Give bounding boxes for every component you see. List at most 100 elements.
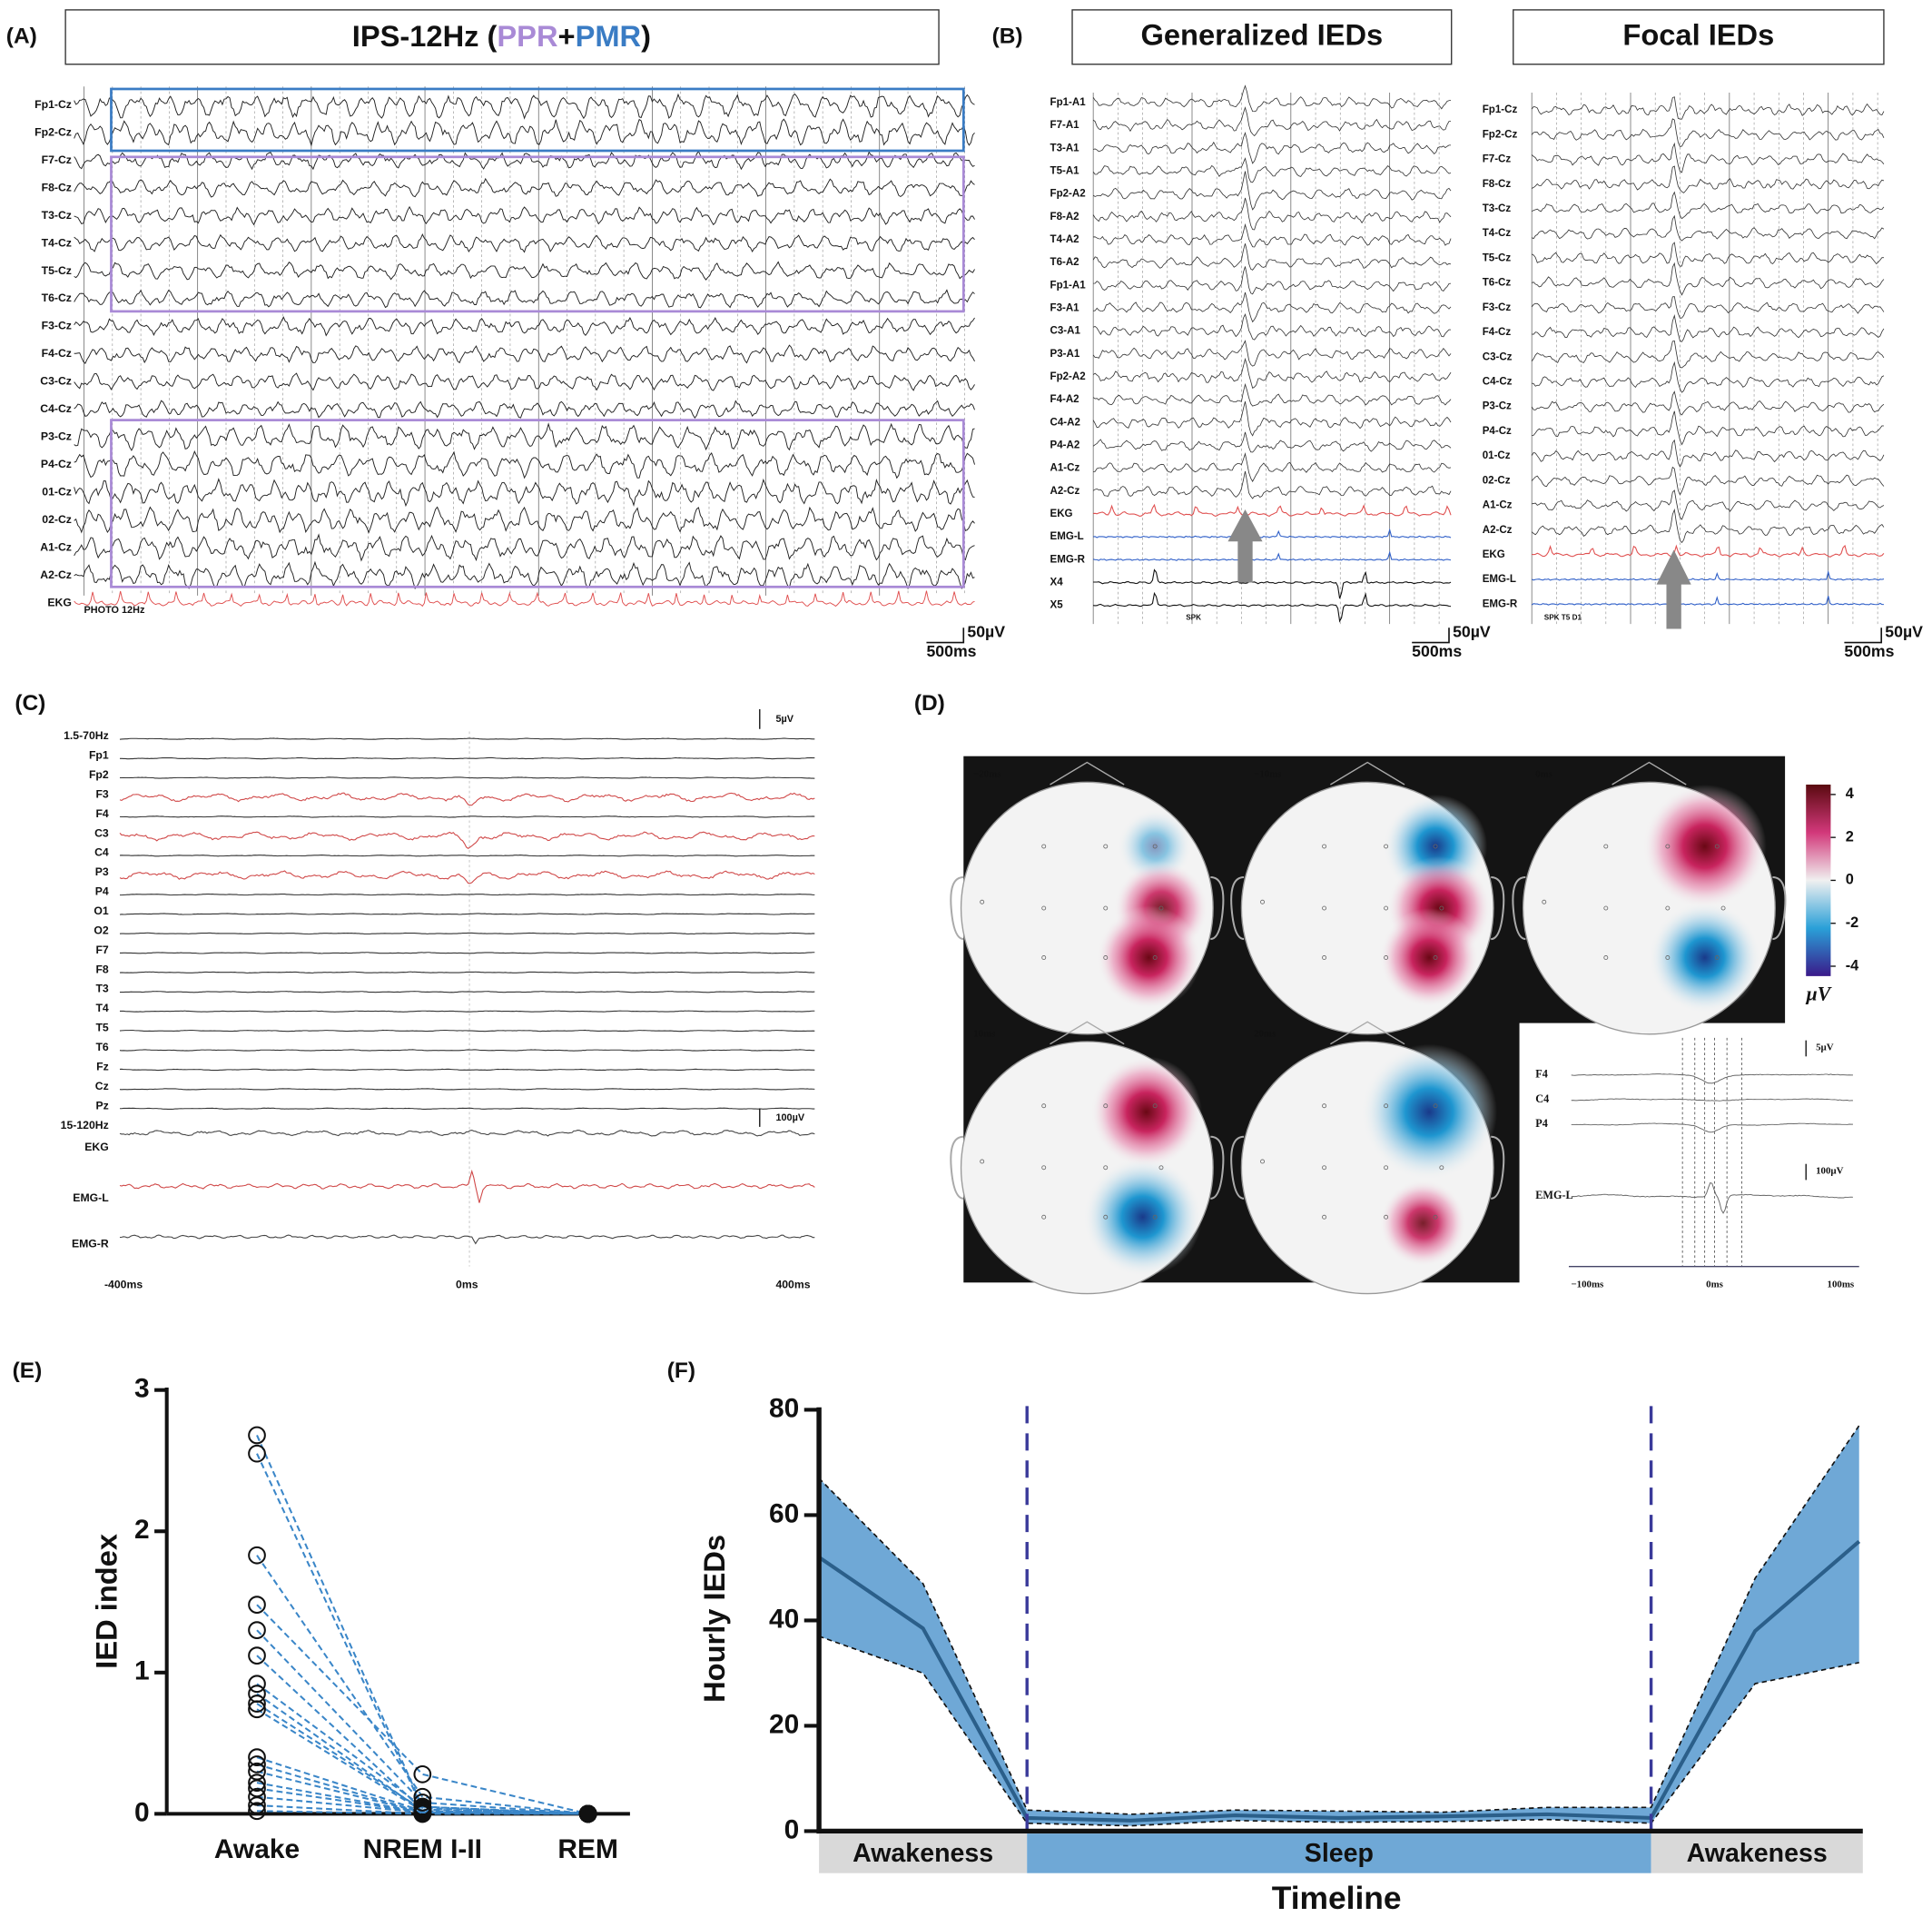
eeg-trace (74, 560, 975, 590)
nose (1050, 1021, 1125, 1045)
label: F3 (95, 787, 108, 800)
label: C3 (94, 826, 109, 839)
label: T4-A2 (1050, 234, 1079, 245)
subject-point (248, 1787, 266, 1806)
eeg-trace (1092, 171, 1452, 211)
eeg-trace (119, 952, 815, 954)
scale-bar (926, 627, 965, 644)
label: P3 (95, 865, 109, 878)
electrode (1665, 905, 1671, 911)
label: T3-Cz (1483, 203, 1512, 214)
label: 0 (1846, 872, 1854, 888)
electrode (1152, 955, 1158, 960)
label: 1.5-70Hz (64, 729, 109, 742)
electrode (1103, 955, 1109, 960)
label: P3-Cz (1483, 401, 1512, 412)
electrode (1103, 905, 1109, 911)
subject-line (256, 1708, 588, 1815)
label: PHOTO 12Hz (84, 605, 145, 616)
electrode (1439, 1165, 1444, 1171)
eeg-trace (1092, 382, 1452, 407)
label: C3-Cz (40, 375, 72, 388)
subject-line (256, 1555, 588, 1815)
eeg-trace (74, 289, 975, 309)
label: 50µV (1885, 622, 1923, 640)
eeg-trace (1531, 439, 1885, 468)
electrode (1158, 905, 1164, 911)
label: C4-Cz (1483, 376, 1513, 387)
eeg-trace (74, 450, 975, 479)
label: Awake (214, 1834, 300, 1864)
label: EMG-R (72, 1237, 109, 1250)
label: EMG-L (1050, 531, 1084, 542)
eeg-trace (1092, 400, 1452, 437)
label: EKG (1483, 549, 1505, 560)
range-band (819, 1425, 1859, 1826)
label: EKG (1050, 509, 1073, 519)
label: X4 (1050, 578, 1064, 588)
subject-point (248, 1748, 266, 1767)
label: EKG (84, 1141, 109, 1153)
electrode (1720, 905, 1726, 911)
pmr-box (110, 419, 965, 588)
eeg-trace (74, 150, 975, 171)
subject-line (256, 1804, 588, 1815)
eeg-trace (119, 1029, 815, 1033)
label: Generalized IEDs (1141, 17, 1384, 51)
electrode (1665, 955, 1671, 960)
subject-line (256, 1655, 588, 1815)
subject-point (248, 1646, 266, 1665)
phase-bar (1027, 1833, 1651, 1873)
electrode (1322, 1214, 1327, 1220)
label: F7-Cz (1483, 154, 1512, 165)
label: 5µV (1816, 1042, 1834, 1052)
phase-bar (819, 1833, 1028, 1873)
eeg-trace (1093, 528, 1452, 539)
label: EMG-R (1050, 554, 1086, 565)
eeg-trace (119, 971, 815, 974)
eeg-trace (1531, 96, 1885, 120)
arrow (1656, 549, 1691, 629)
electrode (1103, 1214, 1109, 1220)
eeg-trace (74, 590, 975, 608)
eeg-trace (119, 932, 815, 935)
eeg-trace (1571, 1073, 1853, 1084)
label: X5 (1050, 600, 1064, 611)
label: T4-Cz (42, 236, 72, 249)
label: P4 (95, 885, 109, 898)
subject-point (413, 1804, 432, 1823)
label: F8-Cz (1483, 179, 1512, 190)
eeg-trace (1532, 410, 1884, 446)
label: 01-Cz (42, 486, 72, 499)
electrode (980, 1159, 985, 1164)
electrode (1103, 1165, 1109, 1171)
eeg-trace (74, 177, 975, 198)
label: T4-Cz (1483, 228, 1512, 239)
label: Hourly IEDs (697, 1535, 731, 1703)
electrode (1041, 955, 1047, 960)
eeg-trace (1092, 84, 1452, 113)
subject-line (256, 1683, 588, 1815)
activity-blob (1379, 908, 1479, 1007)
eeg-trace (119, 870, 815, 884)
subject-line (256, 1453, 588, 1815)
activity-blob (1379, 1180, 1467, 1267)
upper-bound (818, 1425, 1860, 1815)
eeg-trace (1093, 266, 1452, 295)
eeg-trace (1532, 314, 1885, 342)
electrode (1603, 955, 1609, 960)
eeg-trace (1532, 544, 1885, 558)
electrode (1103, 844, 1109, 849)
eeg-trace (119, 1169, 815, 1203)
eeg-trace (1092, 340, 1452, 367)
label: Awakeness (1687, 1839, 1828, 1868)
label: F8 (95, 963, 108, 975)
label: C4-Cz (40, 402, 72, 415)
eeg-trace (119, 1010, 815, 1013)
label: F4 (1535, 1068, 1548, 1081)
label: 5µV (775, 714, 794, 725)
label: Fp2-Cz (34, 125, 72, 138)
subject-point (248, 1596, 266, 1615)
eeg-trace (1093, 451, 1452, 482)
label: 60 (769, 1498, 799, 1528)
